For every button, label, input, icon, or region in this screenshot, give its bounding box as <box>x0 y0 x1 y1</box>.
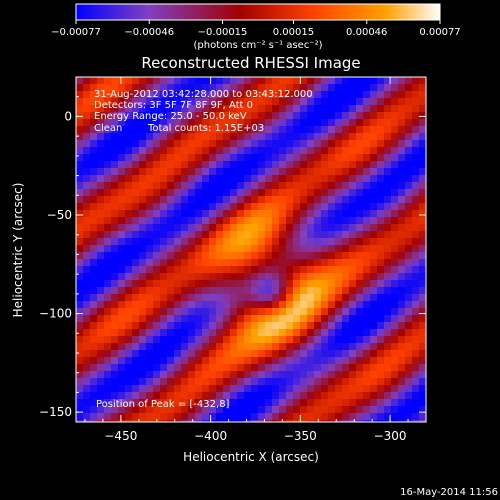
y-axis-label: Heliocentric Y (arcsec) <box>11 183 25 318</box>
annotation-time-range: 31-Aug-2012 03:42:28.000 to 03:43:12.000 <box>94 89 313 100</box>
annotation-energy-range: Energy Range: 25.0 - 50.0 keV <box>94 111 247 122</box>
x-axis-label: Heliocentric X (arcsec) <box>183 450 319 464</box>
colorbar-tick-label: −0.00015 <box>198 27 248 38</box>
colorbar-tick-label: 0.00015 <box>273 27 314 38</box>
x-tick-label: −300 <box>374 429 407 443</box>
heatmap-image <box>76 77 426 422</box>
y-tick-label: −100 <box>39 307 72 321</box>
y-tick-label: 0 <box>64 109 72 123</box>
x-tick-label: −350 <box>284 429 317 443</box>
plot-frame <box>75 76 427 423</box>
colorbar-gradient <box>76 4 440 20</box>
annotation-block: 31-Aug-2012 03:42:28.000 to 03:43:12.000… <box>94 89 313 410</box>
x-axis: −450 −400 −350 −300 <box>84 77 427 443</box>
annotation-peak-position: Position of Peak = [-432,8] <box>96 399 230 410</box>
annotation-total-counts: Total counts: 1.15E+03 <box>147 123 264 134</box>
y-axis: 0 −50 −100 −150 <box>39 76 426 419</box>
colorbar-ticks: −0.00077 −0.00046 −0.00015 0.00015 0.00046 0.… <box>51 20 461 38</box>
annotation-algorithm: Clean <box>94 123 122 134</box>
x-tick-label: −450 <box>104 429 137 443</box>
colorbar: −0.00077 −0.00046 −0.00015 0.00015 0.00046 0.… <box>51 3 461 51</box>
colorbar-units: (photons cm⁻² s⁻¹ asec⁻²) <box>193 40 322 51</box>
colorbar-tick-label: 0.00046 <box>346 27 387 38</box>
x-tick-label: −400 <box>194 429 227 443</box>
colorbar-tick-label: 0.00077 <box>419 27 460 38</box>
annotation-detectors: Detectors: 3F 5F 7F 8F 9F, Att 0 <box>94 100 253 111</box>
chart-title: Reconstructed RHESSI Image <box>141 54 360 72</box>
plot-timestamp: 16-May-2014 11:56 <box>400 487 498 498</box>
y-tick-label: −50 <box>47 208 72 222</box>
colorbar-tick-label: −0.00046 <box>124 27 174 38</box>
y-tick-label: −150 <box>39 405 72 419</box>
colorbar-frame <box>75 3 441 21</box>
colorbar-tick-label: −0.00077 <box>51 27 101 38</box>
